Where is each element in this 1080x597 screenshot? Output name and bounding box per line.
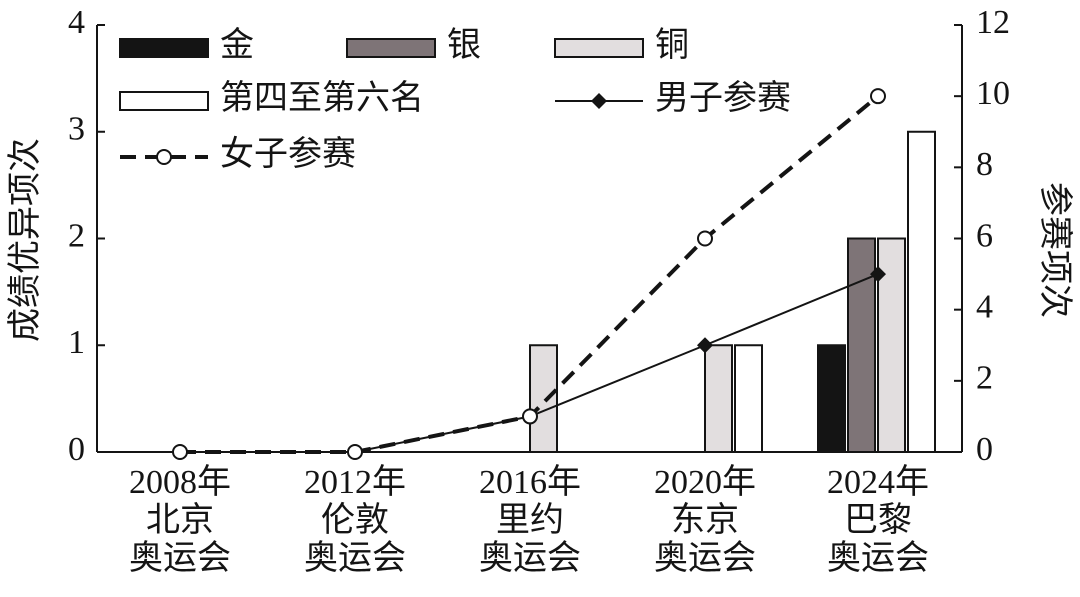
y2-tick-label: 6 bbox=[976, 217, 993, 254]
x-tick-label: 东京 bbox=[671, 501, 739, 539]
y2-axis-title: 参赛项次 bbox=[1036, 182, 1074, 318]
y2-tick-label: 12 bbox=[976, 4, 1010, 41]
y-axis-title: 成绩优异项次 bbox=[6, 138, 44, 342]
legend-swatch bbox=[119, 91, 209, 111]
x-tick-label: 2012年 bbox=[304, 463, 406, 501]
bar bbox=[704, 344, 733, 453]
legend-swatch bbox=[554, 38, 644, 58]
legend-label: 第四至第六名 bbox=[220, 79, 424, 117]
marker bbox=[870, 88, 886, 105]
marker bbox=[172, 444, 188, 460]
x-tick-label: 2020年 bbox=[654, 463, 756, 501]
y2-tick-label: 4 bbox=[976, 288, 993, 325]
y2-tick-label: 2 bbox=[976, 360, 993, 397]
marker bbox=[591, 93, 607, 109]
bar bbox=[734, 344, 763, 453]
marker bbox=[870, 266, 886, 283]
x-tick-label: 奥运会 bbox=[479, 539, 581, 577]
y-tick-label: 1 bbox=[68, 324, 85, 361]
legend-swatch bbox=[119, 38, 209, 58]
legend-swatch bbox=[346, 38, 436, 58]
bar bbox=[907, 130, 936, 453]
y-tick-label: 4 bbox=[68, 4, 85, 41]
marker bbox=[347, 444, 363, 460]
y2-tick-label: 0 bbox=[976, 431, 993, 468]
x-tick-label: 奥运会 bbox=[304, 539, 406, 577]
x-tick-label: 奥运会 bbox=[129, 539, 231, 577]
legend-label: 男子参赛 bbox=[655, 79, 791, 117]
bar bbox=[529, 344, 558, 453]
legend-label: 金 bbox=[220, 26, 254, 64]
x-tick-label: 奥运会 bbox=[654, 539, 756, 577]
x-tick-label: 北京 bbox=[146, 501, 214, 539]
x-tick-label: 奥运会 bbox=[827, 539, 929, 577]
bar bbox=[847, 237, 876, 453]
legend-label: 女子参赛 bbox=[220, 135, 356, 173]
x-tick-label: 巴黎 bbox=[844, 501, 912, 539]
bar bbox=[817, 344, 846, 453]
y2-tick-label: 8 bbox=[976, 146, 993, 183]
legend-label: 银 bbox=[447, 27, 481, 64]
x-tick-label: 2024年 bbox=[827, 463, 929, 501]
y-tick-label: 0 bbox=[68, 431, 85, 468]
x-tick-label: 伦敦 bbox=[321, 501, 389, 539]
x-tick-label: 里约 bbox=[496, 501, 564, 539]
y-tick-label: 2 bbox=[68, 217, 85, 254]
marker bbox=[697, 337, 713, 354]
y2-tick-label: 10 bbox=[976, 75, 1010, 112]
x-tick-label: 2008年 bbox=[129, 463, 231, 501]
marker bbox=[156, 149, 172, 165]
marker bbox=[697, 230, 713, 247]
marker bbox=[522, 408, 538, 425]
x-tick-label: 2016年 bbox=[479, 463, 581, 501]
legend-label: 铜 bbox=[655, 27, 689, 64]
y-tick-label: 3 bbox=[68, 111, 85, 148]
